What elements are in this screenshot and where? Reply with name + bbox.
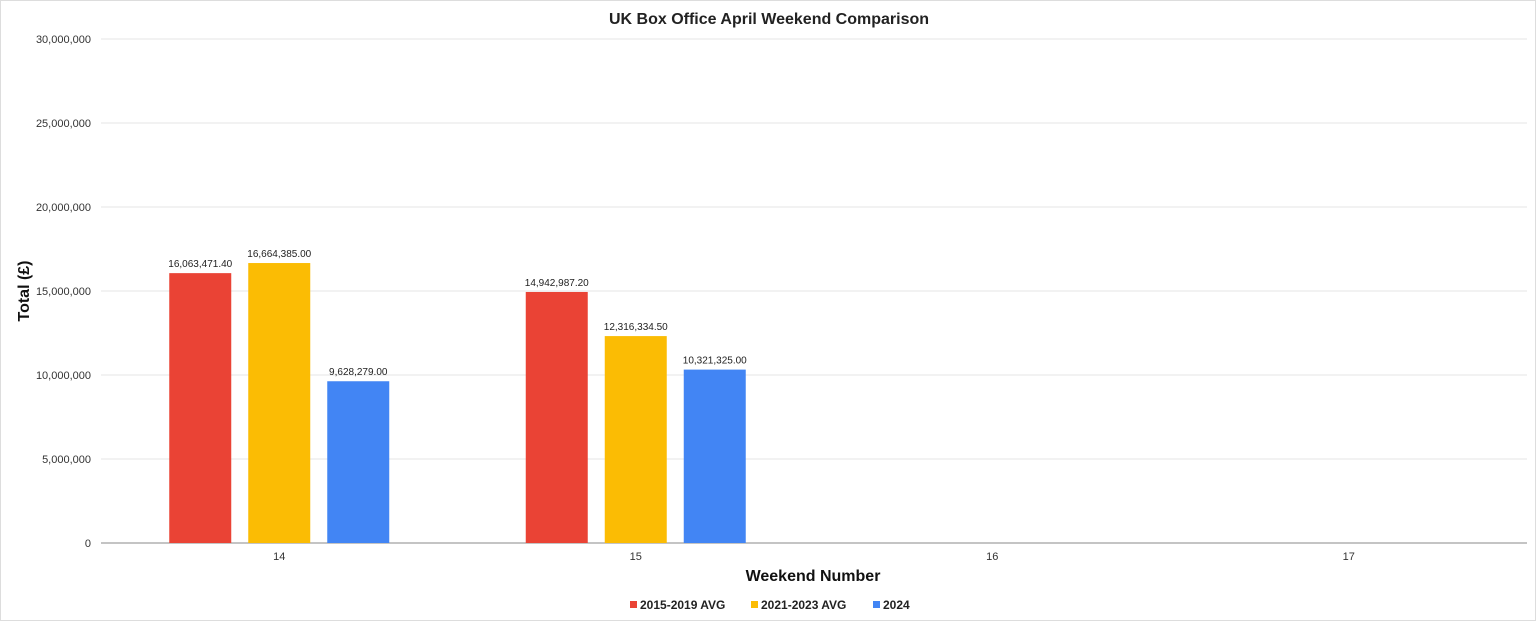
data-label: 14,942,987.20: [525, 278, 589, 289]
bar: [525, 291, 588, 543]
y-tick-label: 30,000,000: [36, 34, 91, 46]
y-tick-label: 20,000,000: [36, 202, 91, 214]
y-tick-label: 5,000,000: [42, 454, 91, 466]
legend-swatch: [630, 601, 637, 608]
x-axis-label: Weekend Number: [746, 568, 881, 585]
bar: [683, 369, 746, 543]
x-tick-label: 15: [630, 551, 642, 563]
y-tick-label: 0: [85, 538, 91, 550]
legend-label: 2015-2019 AVG: [640, 598, 725, 612]
legend-swatch: [873, 601, 880, 608]
bar: [327, 381, 390, 543]
x-tick-label: 14: [273, 551, 285, 563]
data-label: 12,316,334.50: [604, 322, 668, 333]
x-tick-label: 17: [1343, 551, 1355, 563]
y-tick-label: 25,000,000: [36, 118, 91, 130]
y-tick-label: 15,000,000: [36, 286, 91, 298]
legend-label: 2024: [883, 598, 910, 612]
data-label: 16,664,385.00: [247, 249, 311, 260]
data-label: 9,628,279.00: [329, 367, 388, 378]
y-tick-label: 10,000,000: [36, 370, 91, 382]
bar: [248, 263, 311, 543]
data-label: 16,063,471.40: [168, 259, 232, 270]
x-tick-label: 16: [986, 551, 998, 563]
data-label: 10,321,325.00: [683, 356, 747, 367]
y-axis-label: Total (£): [16, 260, 33, 321]
chart-title: UK Box Office April Weekend Comparison: [609, 11, 929, 28]
bar: [169, 273, 232, 543]
legend-label: 2021-2023 AVG: [761, 598, 846, 612]
legend-swatch: [751, 601, 758, 608]
bar: [604, 336, 667, 543]
